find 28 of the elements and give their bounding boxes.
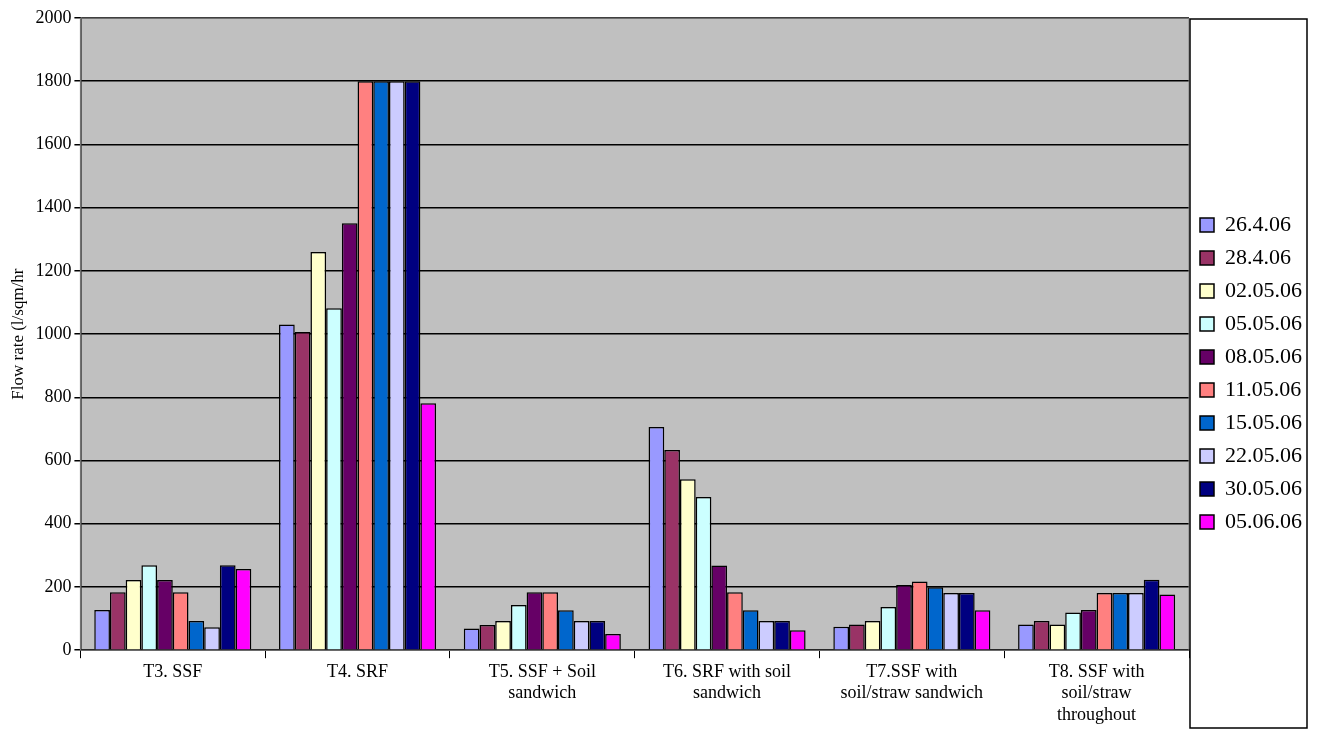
y-tick-label: 1000 — [35, 322, 72, 343]
x-tick-label: T8. SSF with soil/straw throughout — [1048, 660, 1145, 724]
y-tick-label: 200 — [44, 575, 72, 596]
x-tick-label: T4. SRF — [327, 660, 389, 681]
y-tick-label: 1400 — [35, 196, 72, 217]
x-tick-label: T5. SSF + Soil sandwich — [488, 660, 596, 703]
legend-label: 08.05.06 — [1225, 342, 1302, 368]
legend-label: 11.05.06 — [1225, 375, 1302, 401]
legend-label: 22.05.06 — [1225, 441, 1302, 467]
legend-label: 15.05.06 — [1225, 408, 1302, 434]
y-tick-label: 800 — [44, 386, 72, 407]
x-tick-label: T7.SSF with soil/straw sandwich — [840, 660, 984, 703]
legend-label: 26.4.06 — [1225, 210, 1291, 236]
legend-label: 28.4.06 — [1225, 243, 1291, 269]
legend-label: 30.05.06 — [1225, 474, 1302, 500]
legend-label: 02.05.06 — [1225, 276, 1302, 302]
legend-label: 05.05.06 — [1225, 309, 1302, 335]
y-tick-label: 2000 — [35, 6, 72, 27]
y-tick-label: 400 — [44, 512, 72, 533]
y-axis-title: Flow rate (l/sqm/hr — [7, 268, 27, 400]
y-tick-label: 1800 — [35, 69, 72, 90]
y-tick-label: 1600 — [35, 133, 72, 154]
y-tick-label: 1200 — [35, 259, 72, 280]
legend-label: 05.06.06 — [1225, 507, 1302, 533]
x-tick-label: T6. SRF with soil sandwich — [663, 660, 792, 703]
y-tick-label: 600 — [44, 449, 72, 470]
y-tick-label: 0 — [62, 638, 72, 659]
x-tick-label: T3. SSF — [143, 660, 203, 681]
